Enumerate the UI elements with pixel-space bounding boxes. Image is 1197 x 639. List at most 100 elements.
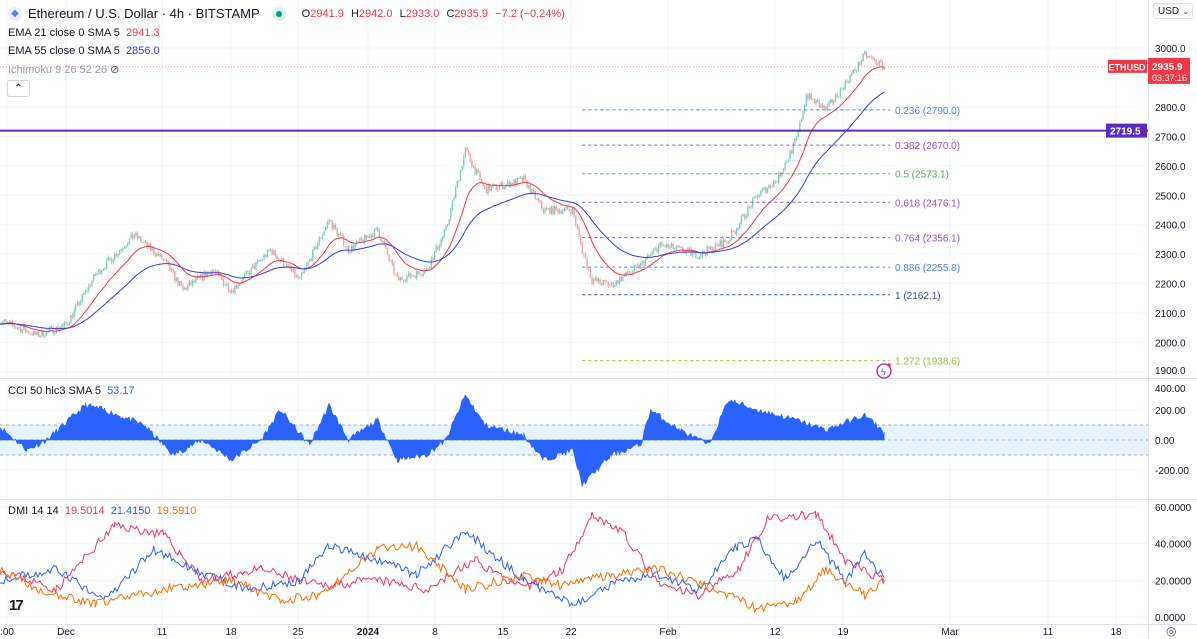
fib-level-label: 0.886 (2255.8) <box>895 263 960 274</box>
candle <box>172 269 174 272</box>
candle <box>872 57 874 59</box>
candle <box>407 272 410 277</box>
candle <box>367 236 369 238</box>
candle <box>370 234 372 238</box>
candle <box>618 277 621 284</box>
candle <box>643 261 645 266</box>
candle <box>750 206 752 208</box>
price-scale-label: 2200.0 <box>1155 280 1186 291</box>
currency-select[interactable]: USD ⌄ <box>1153 3 1193 19</box>
candle <box>75 305 77 310</box>
high-value: 2942.0 <box>358 7 393 20</box>
candle <box>349 252 351 254</box>
candle <box>60 326 62 329</box>
candle <box>354 244 356 250</box>
symbol-title[interactable]: Ethereum / U.S. Dollar · 4h · BITSTAMP <box>28 6 260 21</box>
candle <box>222 279 225 285</box>
candle <box>428 267 431 269</box>
candle <box>321 234 324 239</box>
candle <box>687 248 689 251</box>
candle <box>524 176 527 180</box>
candle <box>724 239 726 243</box>
candle <box>221 276 223 280</box>
candle <box>763 187 765 189</box>
candle <box>24 326 27 333</box>
ichimoku-legend[interactable]: Ichimoku 9 26 52 26 ⊘ <box>8 63 119 76</box>
candle <box>511 182 514 185</box>
candle <box>558 210 561 213</box>
candle <box>380 237 382 242</box>
candle <box>177 277 179 286</box>
candle <box>292 269 295 272</box>
settings-icon[interactable]: ◎ <box>1166 624 1177 638</box>
candle <box>779 173 782 177</box>
ema21-label: EMA 21 close 0 SMA 5 <box>8 27 120 39</box>
candle <box>803 105 806 112</box>
candle <box>383 241 385 245</box>
candle <box>359 238 361 242</box>
candle <box>709 246 712 250</box>
candle <box>144 241 147 243</box>
candle <box>555 206 558 209</box>
candle <box>612 282 614 288</box>
candle <box>521 177 523 182</box>
candle <box>131 234 134 239</box>
candle <box>631 271 634 273</box>
candle <box>385 244 387 248</box>
candle <box>89 285 92 286</box>
candle <box>39 335 41 337</box>
candle <box>636 264 639 266</box>
market-open-icon <box>271 6 286 21</box>
cci-label: CCI 50 hlc3 SMA 5 <box>8 385 101 397</box>
candle <box>287 264 290 266</box>
candle <box>107 257 109 260</box>
time-axis-label: 22 <box>565 627 577 638</box>
candle <box>653 249 655 252</box>
candle <box>802 111 804 120</box>
candle <box>138 236 140 239</box>
cci-histogram <box>0 394 885 488</box>
time-axis-label: 18 <box>1110 627 1122 638</box>
candle <box>451 200 454 209</box>
candle <box>816 100 819 102</box>
candle <box>245 271 247 275</box>
candle <box>753 196 756 199</box>
candle <box>118 250 121 254</box>
candle <box>659 241 661 246</box>
candle <box>307 261 309 266</box>
candle <box>539 200 541 202</box>
candle <box>550 205 553 214</box>
candle <box>500 182 502 186</box>
candle <box>195 278 197 283</box>
candle <box>657 245 660 253</box>
eye-off-icon[interactable]: ⊘ <box>110 64 120 76</box>
candle <box>849 75 851 83</box>
candle <box>45 330 48 336</box>
candle <box>109 257 111 260</box>
candle <box>855 70 858 71</box>
candle <box>159 254 161 257</box>
candle <box>560 210 562 214</box>
ema55-line <box>0 91 885 330</box>
candle <box>752 198 754 208</box>
time-axis-label: 2024 <box>357 627 380 638</box>
ema21-legend[interactable]: EMA 21 close 0 SMA 5 2941.3 <box>8 27 160 39</box>
candle <box>263 255 265 260</box>
candle <box>178 281 181 286</box>
candle <box>742 214 744 217</box>
candle <box>711 246 713 253</box>
candle <box>568 209 570 212</box>
ohlc-values: O2941.9 H2942.0 L2933.0 C2935.9 −7.2 (−0… <box>302 8 569 20</box>
candle <box>607 282 609 286</box>
candle <box>188 282 191 286</box>
candle <box>758 194 760 198</box>
collapse-legend-button[interactable]: ⌃ <box>7 80 30 97</box>
tradingview-logo[interactable]: 17 <box>9 597 24 614</box>
cci-legend[interactable]: CCI 50 hlc3 SMA 5 53.17 <box>8 385 135 397</box>
dmi-legend[interactable]: DMI 14 14 19.5014 21.4150 19.5910 <box>8 505 196 517</box>
candle <box>357 241 359 243</box>
ema55-legend[interactable]: EMA 55 close 0 SMA 5 2856.0 <box>8 45 160 57</box>
candle <box>649 254 652 256</box>
candle <box>403 280 405 282</box>
